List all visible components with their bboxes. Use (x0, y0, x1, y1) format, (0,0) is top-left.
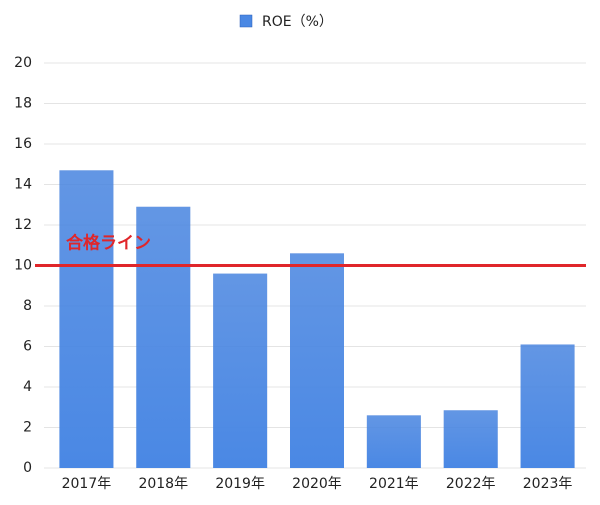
y-tick-label: 0 (23, 460, 32, 476)
x-tick-label: 2022年 (446, 476, 496, 492)
bar (136, 206, 191, 468)
legend-swatch (239, 14, 253, 28)
y-tick-label: 6 (23, 339, 32, 355)
x-tick-label: 2023年 (523, 476, 573, 492)
legend-label: ROE（%） (262, 14, 333, 30)
y-tick-label: 12 (14, 217, 32, 233)
y-tick-label: 8 (23, 298, 32, 314)
bar (213, 273, 268, 468)
x-tick-label: 2020年 (292, 476, 342, 492)
x-tick-label: 2017年 (62, 476, 112, 492)
y-tick-label: 2 (23, 420, 32, 436)
bar (443, 410, 498, 468)
bar (290, 253, 344, 468)
bar (520, 344, 575, 468)
x-tick-label: 2019年 (215, 476, 265, 492)
y-tick-label: 10 (14, 258, 32, 274)
y-tick-label: 16 (14, 136, 32, 152)
y-tick-label: 4 (23, 379, 32, 395)
y-tick-label: 18 (14, 96, 32, 112)
y-tick-label: 14 (14, 177, 32, 193)
y-tick-label: 20 (14, 55, 32, 71)
x-tick-label: 2021年 (369, 476, 419, 492)
bar (59, 170, 114, 468)
x-tick-label: 2018年 (138, 476, 188, 492)
reference-label: 合格ライン (66, 233, 151, 254)
bar (366, 415, 421, 468)
